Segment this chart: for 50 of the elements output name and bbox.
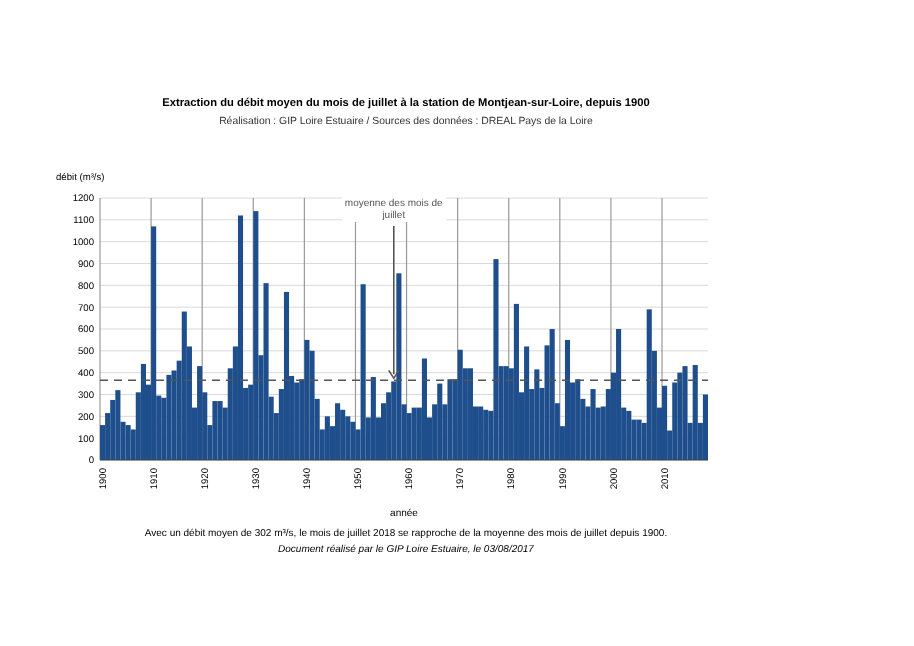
- bar: [324, 416, 330, 460]
- bar: [396, 273, 402, 460]
- bar: [437, 383, 443, 460]
- bar: [564, 339, 571, 460]
- bar: [662, 385, 668, 460]
- bar: [421, 358, 427, 460]
- bar: [335, 403, 341, 460]
- bar: [524, 346, 530, 460]
- bar: [411, 407, 417, 460]
- bar: [483, 409, 489, 460]
- bar: [115, 390, 121, 460]
- bar: [125, 425, 131, 460]
- bar: [370, 377, 376, 460]
- bar: [447, 379, 453, 460]
- bar: [304, 339, 310, 460]
- bar: [263, 283, 269, 460]
- bar: [350, 421, 356, 460]
- bar: [575, 379, 581, 460]
- bar: [534, 369, 540, 460]
- bar: [590, 389, 596, 460]
- bar: [682, 366, 688, 460]
- bar: [151, 226, 157, 460]
- bar: [616, 329, 622, 460]
- bar: [217, 401, 223, 460]
- bar: [360, 284, 366, 460]
- bar: [237, 215, 244, 460]
- bar: [181, 311, 187, 460]
- bar: [340, 409, 346, 460]
- bar: [197, 366, 203, 460]
- bar: [503, 366, 509, 460]
- bar: [626, 410, 632, 460]
- bar: [702, 394, 708, 460]
- bar: [478, 406, 484, 460]
- bar: [294, 382, 300, 460]
- bar: [636, 419, 642, 460]
- bar: [253, 211, 259, 460]
- bar: [345, 416, 351, 460]
- bar: [677, 372, 683, 460]
- bar: [646, 309, 652, 460]
- bar: [283, 291, 290, 460]
- bar: [549, 329, 555, 460]
- bar: [457, 349, 463, 460]
- bar: [212, 401, 218, 460]
- bar: [631, 419, 637, 460]
- bar: [467, 368, 473, 460]
- bar: [493, 259, 499, 460]
- bar: [140, 363, 146, 460]
- bar: [692, 365, 698, 460]
- bar: [166, 374, 172, 460]
- bar: [513, 303, 519, 460]
